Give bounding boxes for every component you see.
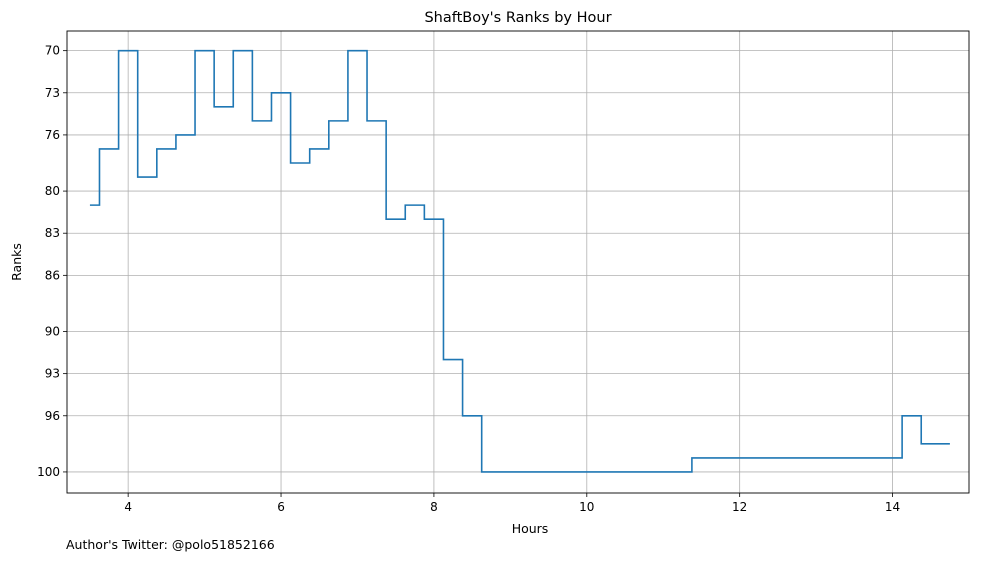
y-tick-label: 100	[37, 465, 60, 479]
y-tick-label: 90	[45, 325, 60, 339]
series-line-ranks	[89, 49, 950, 473]
y-axis-label: Ranks	[9, 243, 24, 281]
x-tick-label: 8	[430, 500, 438, 514]
y-axis-ticks: 70 73 76 80 83 86 90 93 96 100	[37, 44, 67, 479]
x-tick-label: 12	[732, 500, 747, 514]
x-tick-label: 4	[124, 500, 132, 514]
grid	[67, 31, 969, 493]
x-tick-label: 10	[579, 500, 594, 514]
x-axis-ticks: 4 6 8 10 12 14	[124, 493, 900, 514]
y-tick-label: 70	[45, 44, 60, 58]
y-tick-label: 96	[45, 409, 60, 423]
y-tick-label: 83	[45, 226, 60, 240]
plot-frame	[66, 30, 970, 494]
y-tick-label: 73	[45, 86, 60, 100]
plot-area	[67, 31, 969, 493]
y-tick-label: 93	[45, 367, 60, 381]
x-tick-label: 6	[277, 500, 285, 514]
y-tick-label: 86	[45, 268, 60, 282]
author-credit: Author's Twitter: @polo51852166	[66, 537, 275, 552]
y-tick-label: 80	[45, 184, 60, 198]
x-axis-label: Hours	[512, 521, 549, 536]
chart-title: ShaftBoy's Ranks by Hour	[424, 10, 611, 26]
y-tick-label: 76	[45, 128, 60, 142]
x-tick-label: 14	[885, 500, 900, 514]
